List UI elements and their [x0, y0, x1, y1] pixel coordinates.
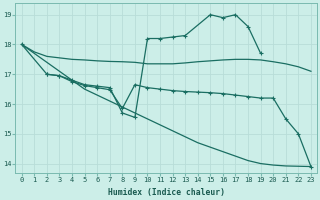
X-axis label: Humidex (Indice chaleur): Humidex (Indice chaleur) [108, 188, 225, 197]
